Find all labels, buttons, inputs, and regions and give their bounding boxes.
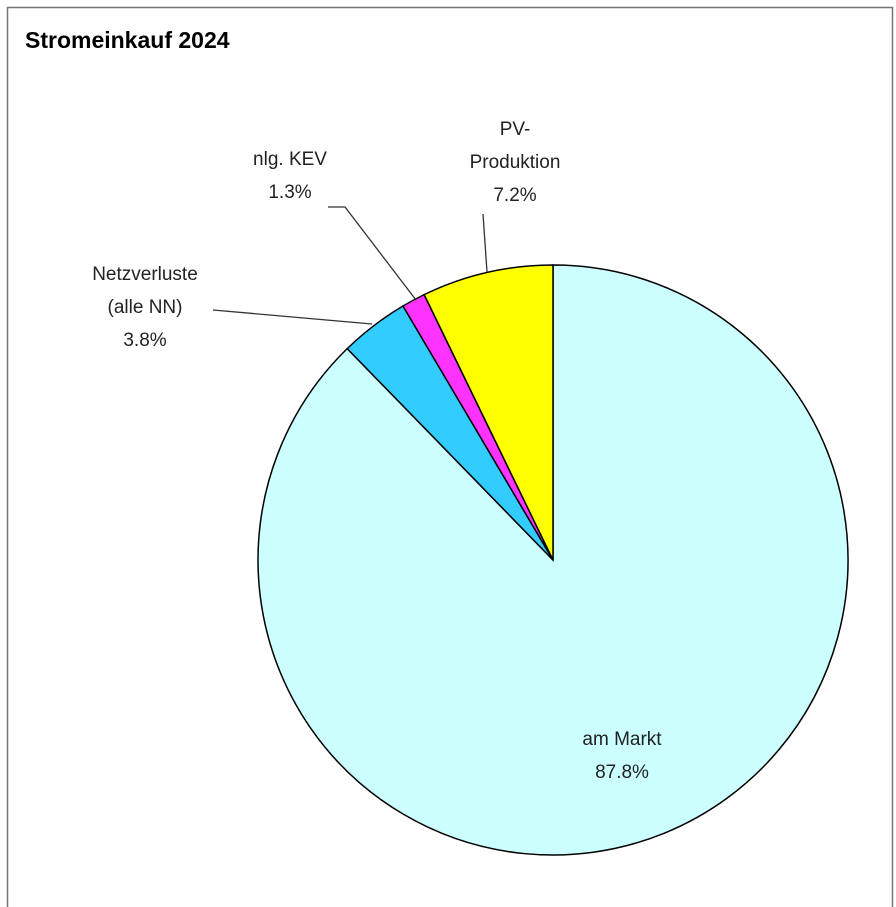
slice-label: PV- bbox=[500, 119, 531, 140]
value-label: 87.8% bbox=[595, 762, 649, 783]
slice-label: am Markt bbox=[582, 729, 662, 750]
slice-label: nlg. KEV bbox=[253, 149, 327, 170]
leader-line bbox=[482, 213, 488, 273]
leader-line bbox=[328, 206, 417, 301]
chart-title: Stromeinkauf 2024 bbox=[25, 27, 230, 53]
value-label: 7.2% bbox=[493, 185, 536, 206]
slice-label: Netzverluste bbox=[92, 264, 198, 285]
pie-slice bbox=[423, 264, 554, 561]
value-label: 1.3% bbox=[268, 182, 311, 203]
value-label: 3.8% bbox=[123, 330, 166, 351]
slice-label: (alle NN) bbox=[108, 297, 183, 318]
slice-label: Produktion bbox=[470, 152, 561, 173]
leader-line bbox=[212, 309, 373, 325]
